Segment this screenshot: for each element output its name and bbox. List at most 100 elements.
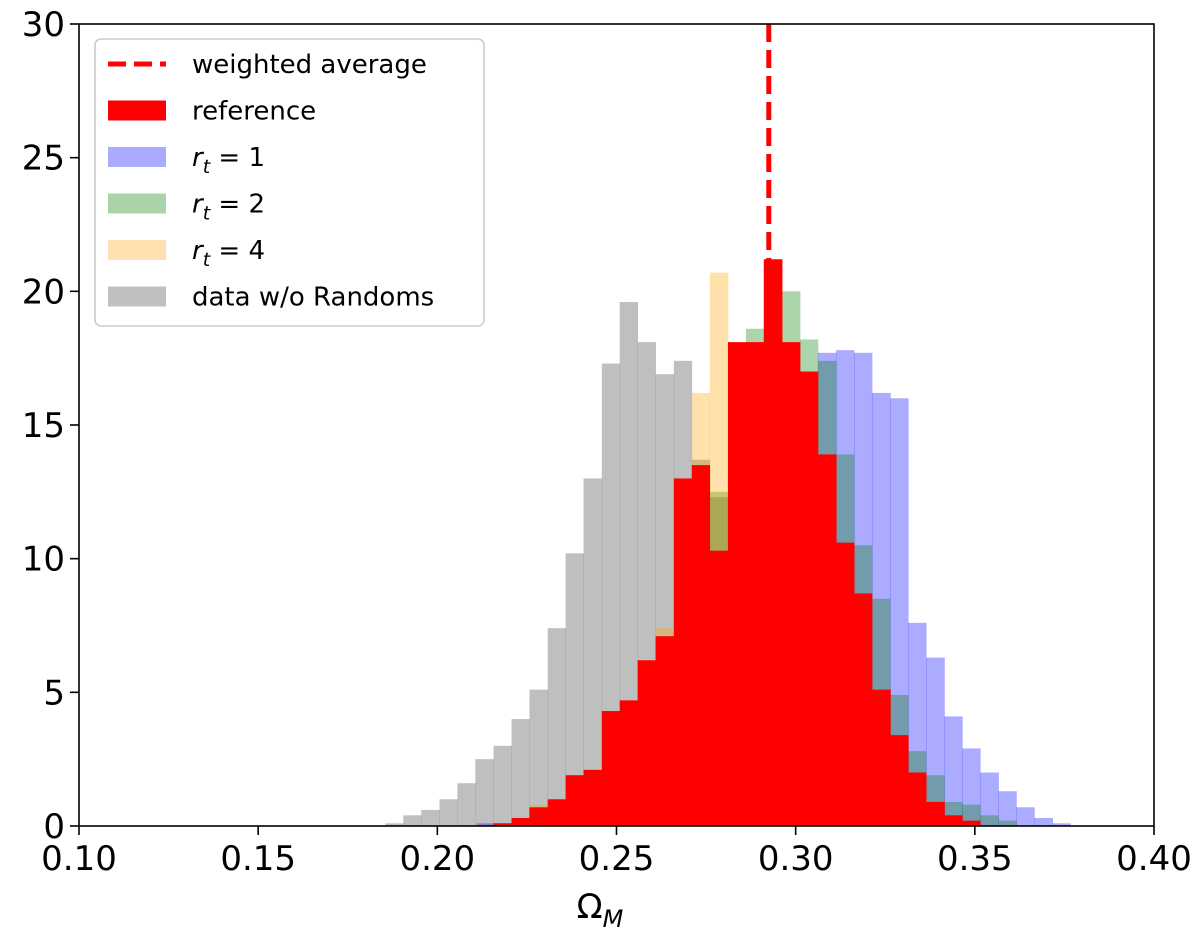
x-tick-label: 0.25 (579, 839, 655, 879)
legend-label-text: reference (192, 97, 316, 127)
x-axis-label: ΩM (577, 887, 624, 933)
y-tick-label: 30 (22, 5, 65, 45)
x-tick-label: 0.35 (937, 839, 1013, 879)
bar-series1-bin0 (476, 823, 494, 826)
bar-series4-bin0 (493, 823, 512, 826)
bar-series4-bin13 (727, 342, 747, 826)
bar-series0-bin12 (601, 363, 621, 826)
legend-label-text: data w/o Randoms (192, 283, 434, 313)
legend-label-suffix: = 2 (210, 190, 265, 220)
bar-series1-bin27 (962, 748, 981, 826)
legend-label-subscript: t (203, 249, 212, 271)
legend-label-text: r (192, 143, 205, 173)
legend-label: reference (192, 97, 316, 127)
bar-series4-bin24 (926, 801, 945, 826)
y-tick-label: 0 (43, 807, 65, 847)
x-axis-label-group: ΩM (577, 887, 624, 933)
bar-series0-bin2 (421, 809, 440, 826)
legend-box (94, 38, 485, 327)
bar-series0-bin11 (583, 478, 603, 826)
bar-series2-bin28 (998, 820, 1017, 826)
x-tick-label: 0.20 (399, 839, 475, 879)
bar-series1-bin32 (1052, 823, 1071, 826)
bar-series4-bin2 (529, 807, 549, 826)
bar-series4-bin9 (655, 636, 675, 826)
bar-series1-bin23 (890, 398, 909, 826)
legend-label-suffix: = 4 (210, 236, 265, 266)
bar-series4-bin5 (583, 769, 603, 826)
legend-label-subscript: t (203, 203, 212, 225)
bar-series0-bin1 (403, 815, 422, 826)
legend-swatch (108, 193, 166, 214)
bar-series4-bin20 (854, 593, 873, 826)
legend-label: data w/o Randoms (192, 283, 434, 313)
bar-series4-bin3 (547, 799, 567, 826)
bar-series4-bin4 (565, 775, 584, 826)
bar-series4-bin19 (836, 542, 855, 826)
bar-series4-bin11 (691, 465, 711, 826)
bar-series4-bin14 (745, 342, 765, 826)
legend-label-suffix: = 1 (210, 143, 265, 173)
x-axis-label-subscript: M (603, 905, 624, 933)
bar-series1-bin25 (926, 657, 945, 826)
bar-series4-bin18 (817, 454, 837, 826)
x-tick-label: 0.30 (758, 839, 834, 879)
legend-label: rt = 4 (192, 236, 265, 271)
bar-series0-bin10 (565, 553, 584, 826)
bar-series4-bin21 (871, 689, 891, 826)
bar-series1-bin31 (1034, 817, 1053, 826)
legend-label-text: r (192, 190, 205, 220)
bar-series0-bin0 (385, 823, 404, 826)
bar-series4-bin22 (890, 735, 909, 826)
bar-series4-bin17 (799, 371, 819, 826)
y-axis: 0 5 10 15 20 25 30 (22, 5, 79, 847)
bar-series4-bin16 (782, 342, 801, 826)
bar-series0-bin3 (439, 799, 458, 826)
bar-series0-bin8 (529, 689, 549, 826)
bar-series1-bin28 (980, 772, 999, 826)
bar-series0-bin13 (619, 302, 639, 826)
x-tick-label: 0.10 (41, 839, 117, 879)
bar-series4-bin10 (673, 478, 693, 826)
y-tick-label: 20 (22, 272, 65, 312)
legend-label-subscript: t (203, 156, 212, 178)
bar-series4-bin8 (637, 660, 656, 826)
bar-series1-bin29 (998, 791, 1017, 826)
legend-label: weighted average (192, 50, 427, 80)
legend-swatch (108, 240, 166, 260)
bar-series0-bin5 (475, 759, 494, 826)
series-4 (493, 259, 981, 826)
bar-series4-bin7 (619, 700, 639, 826)
legend-label: rt = 1 (192, 143, 265, 178)
bar-series4-bin25 (944, 815, 963, 826)
bars-layer (385, 259, 1071, 827)
bar-series0-bin7 (511, 719, 530, 826)
y-tick-label: 15 (22, 406, 65, 446)
legend-swatch (108, 286, 166, 307)
bar-series4-bin1 (511, 817, 530, 826)
legend-swatch (108, 100, 166, 121)
bar-series4-bin12 (709, 550, 729, 826)
x-tick-label: 0.40 (1116, 839, 1192, 879)
legend-swatch (108, 147, 166, 167)
y-tick-label: 10 (22, 540, 65, 580)
bar-series1-bin30 (1016, 807, 1035, 826)
legend-label-text: r (192, 236, 205, 266)
bar-series0-bin6 (493, 745, 512, 826)
bar-series4-bin23 (908, 772, 927, 826)
bar-series0-bin4 (457, 783, 476, 826)
x-tick-label: 0.15 (220, 839, 296, 879)
x-axis-label-main: Ω (577, 887, 603, 927)
bar-series4-bin6 (601, 711, 621, 826)
bar-series2-bin27 (980, 815, 999, 826)
legend-label-text: weighted average (192, 50, 427, 80)
bar-series1-bin26 (944, 716, 963, 826)
x-axis: 0.10 0.15 0.20 0.25 0.30 0.35 0.40 (41, 826, 1192, 879)
y-tick-label: 5 (43, 673, 65, 713)
y-tick-label: 25 (22, 139, 65, 179)
bar-series4-bin26 (962, 820, 981, 826)
bar-series0-bin9 (547, 628, 567, 826)
legend-label: rt = 2 (192, 190, 265, 225)
